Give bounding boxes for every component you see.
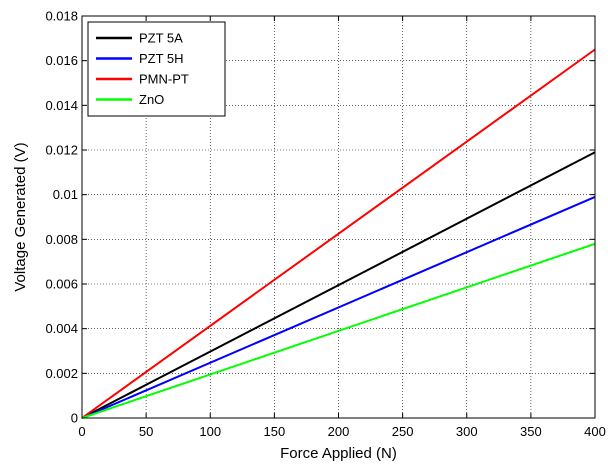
x-tick-label: 400 bbox=[584, 424, 606, 439]
y-tick-label: 0.008 bbox=[45, 232, 78, 247]
legend: PZT 5A PZT 5H PMN-PT ZnO bbox=[88, 22, 225, 116]
x-tick-label: 0 bbox=[78, 424, 85, 439]
y-tick-label: 0.014 bbox=[45, 98, 78, 113]
legend-label: ZnO bbox=[139, 92, 164, 107]
x-tick-label: 350 bbox=[520, 424, 542, 439]
x-axis-title: Force Applied (N) bbox=[280, 445, 397, 462]
x-tick-label: 200 bbox=[328, 424, 350, 439]
y-axis-title: Voltage Generated (V) bbox=[12, 142, 29, 291]
legend-label: PZT 5A bbox=[139, 31, 183, 46]
x-tick-label: 50 bbox=[139, 424, 153, 439]
y-tick-label: 0.002 bbox=[45, 366, 78, 381]
y-tick-label: 0.01 bbox=[53, 187, 78, 202]
x-tick-labels: 0 50 100 150 200 250 300 350 400 bbox=[78, 424, 605, 439]
y-tick-label: 0.004 bbox=[45, 321, 78, 336]
x-tick-label: 150 bbox=[264, 424, 286, 439]
x-tick-label: 300 bbox=[456, 424, 478, 439]
y-tick-labels: 0 0.002 0.004 0.006 0.008 0.01 0.012 0.014 0.016… bbox=[45, 9, 78, 426]
y-tick-label: 0.006 bbox=[45, 277, 78, 292]
x-tick-label: 250 bbox=[392, 424, 414, 439]
legend-label: PMN-PT bbox=[139, 72, 189, 87]
y-tick-label: 0.012 bbox=[45, 143, 78, 158]
y-tick-label: 0.016 bbox=[45, 53, 78, 68]
y-tick-label: 0 bbox=[71, 411, 78, 426]
y-tick-label: 0.018 bbox=[45, 9, 78, 24]
x-tick-label: 100 bbox=[199, 424, 221, 439]
legend-label: PZT 5H bbox=[139, 51, 184, 66]
